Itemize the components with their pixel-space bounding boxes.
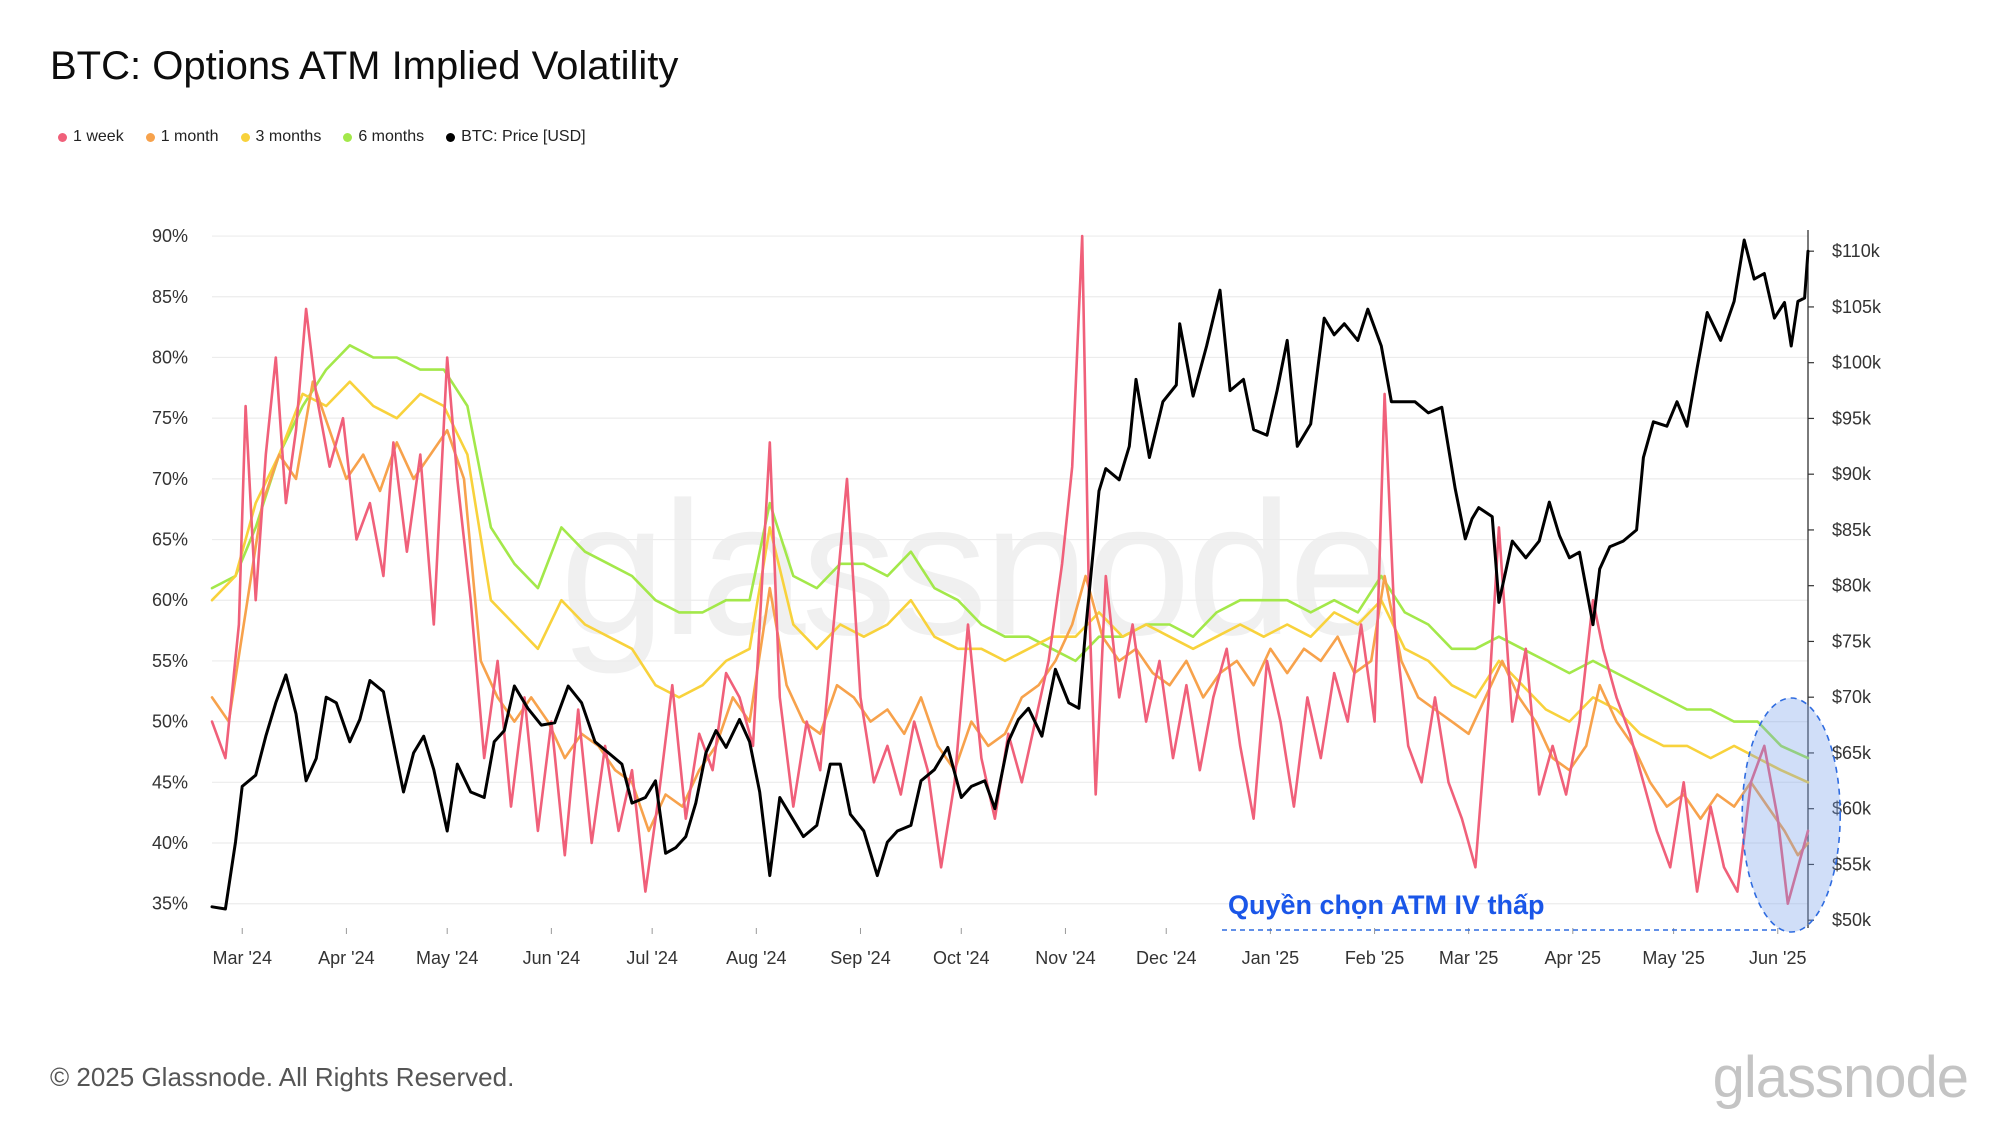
legend-marker bbox=[58, 132, 67, 142]
brand-logo: glassnode bbox=[1712, 1045, 1969, 1110]
y-right-tick-label: $90k bbox=[1832, 464, 1872, 484]
legend-label: 1 week bbox=[73, 128, 124, 145]
annotation-label: Quyền chọn ATM IV thấp bbox=[1228, 890, 1545, 920]
x-tick-label: Jun '24 bbox=[523, 948, 580, 968]
legend-item[interactable]: 1 month bbox=[145, 128, 219, 146]
highlight-ellipse bbox=[1741, 697, 1841, 933]
legend-item[interactable]: 6 months bbox=[343, 128, 424, 146]
x-tick-label: Mar '24 bbox=[213, 948, 272, 968]
legend-marker bbox=[343, 132, 353, 142]
legend-item[interactable]: BTC: Price [USD] bbox=[446, 128, 586, 146]
y-left-tick-label: 45% bbox=[152, 772, 188, 792]
x-tick-label: Oct '24 bbox=[933, 948, 989, 968]
x-tick-label: May '24 bbox=[416, 948, 478, 968]
x-tick-label: Jan '25 bbox=[1242, 948, 1299, 968]
y-right-tick-label: $85k bbox=[1832, 520, 1872, 540]
y-right-tick-label: $60k bbox=[1832, 799, 1872, 819]
x-tick-label: Jul '24 bbox=[626, 948, 677, 968]
left-y-axis: 35% 40% 45% 50% 55% 60% 65% 70% 75% 80% 85% 90% bbox=[152, 226, 188, 914]
right-y-axis: $50k $55k $60k $65k $70k $75k $80k $85k $90k $95k… bbox=[1807, 230, 1882, 930]
y-left-tick-label: 85% bbox=[152, 287, 188, 307]
series-line-btc-price-usd bbox=[210, 238, 1810, 911]
y-left-tick-label: 75% bbox=[152, 408, 188, 428]
annotation: Quyền chọn ATM IV thấp bbox=[1222, 697, 1841, 933]
x-tick-label: May '25 bbox=[1642, 948, 1704, 968]
chart-title: BTC: Options ATM Implied Volatility bbox=[50, 44, 679, 88]
x-tick-label: Aug '24 bbox=[726, 948, 787, 968]
y-left-tick-label: 70% bbox=[152, 469, 188, 489]
series-line-3-months bbox=[210, 380, 1810, 784]
y-left-tick-label: 35% bbox=[152, 894, 188, 914]
legend-item[interactable]: 3 months bbox=[240, 128, 322, 146]
x-tick-label: Apr '25 bbox=[1545, 948, 1601, 968]
x-axis: Mar '24 Apr '24 May '24 Jun '24 Jul '24 Aug '… bbox=[213, 928, 1807, 968]
legend-label: 1 month bbox=[160, 128, 219, 145]
gridlines bbox=[212, 235, 1808, 905]
y-left-tick-label: 60% bbox=[152, 590, 188, 610]
y-right-tick-label: $70k bbox=[1832, 687, 1872, 707]
y-right-tick-label: $105k bbox=[1832, 297, 1882, 317]
y-right-tick-label: $110k bbox=[1832, 241, 1881, 261]
legend-marker bbox=[446, 132, 456, 142]
x-tick-label: Nov '24 bbox=[1035, 948, 1095, 968]
y-left-tick-label: 80% bbox=[152, 347, 188, 367]
y-left-tick-label: 55% bbox=[152, 651, 188, 671]
series-line-1-month bbox=[210, 380, 1810, 857]
legend-marker bbox=[240, 132, 250, 142]
legend-item[interactable]: 1 week bbox=[58, 128, 124, 146]
x-tick-label: Jun '25 bbox=[1749, 948, 1806, 968]
x-tick-label: Mar '25 bbox=[1439, 948, 1498, 968]
legend: 1 week 1 month 3 months 6 months BTC: Price … bbox=[58, 128, 586, 146]
y-left-tick-label: 90% bbox=[152, 226, 188, 246]
x-tick-label: Feb '25 bbox=[1345, 948, 1404, 968]
legend-label: BTC: Price [USD] bbox=[461, 128, 586, 145]
y-right-tick-label: $55k bbox=[1832, 854, 1872, 874]
y-right-tick-label: $80k bbox=[1832, 576, 1872, 596]
series-line-6-months bbox=[210, 344, 1810, 760]
y-right-tick-label: $65k bbox=[1832, 743, 1872, 763]
legend-label: 3 months bbox=[255, 128, 322, 145]
y-left-tick-label: 65% bbox=[152, 530, 188, 550]
legend-label: 6 months bbox=[358, 128, 425, 145]
y-right-tick-label: $95k bbox=[1832, 408, 1872, 428]
y-left-tick-label: 50% bbox=[152, 712, 188, 732]
legend-marker bbox=[145, 132, 155, 142]
y-right-tick-label: $100k bbox=[1832, 353, 1882, 373]
x-tick-label: Sep '24 bbox=[830, 948, 891, 968]
series-line-1-week bbox=[210, 234, 1810, 905]
copyright-text: © 2025 Glassnode. All Rights Reserved. bbox=[50, 1062, 515, 1092]
x-tick-label: Apr '24 bbox=[318, 948, 374, 968]
y-right-tick-label: $75k bbox=[1832, 631, 1872, 651]
x-tick-label: Dec '24 bbox=[1136, 948, 1196, 968]
y-right-tick-label: $50k bbox=[1832, 910, 1872, 930]
y-left-tick-label: 40% bbox=[152, 833, 188, 853]
series-lines bbox=[210, 234, 1810, 911]
